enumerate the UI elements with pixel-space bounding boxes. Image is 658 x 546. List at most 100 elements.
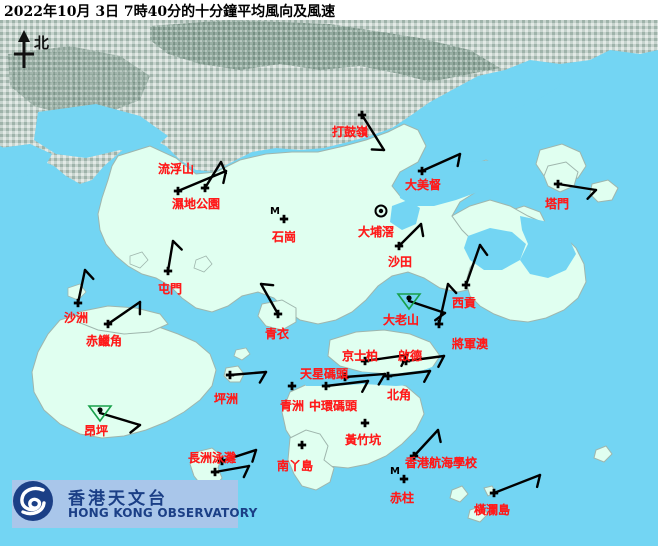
- inner-port-shelter: [464, 228, 526, 270]
- station-label: 中環碼頭: [309, 399, 358, 413]
- wind-map: 北 打鼓嶺 流浮山 濕地公園 M 石崗 大埔滘 沙田 大美督 塔門 西貢 將軍澳 大老山 屯門 沙洲 赤鱲角…: [0, 20, 658, 546]
- station-marker-dot: [103, 319, 113, 329]
- tap-mun-island: [543, 161, 579, 193]
- north-label: 北: [34, 34, 50, 52]
- station-marker-dot: [340, 372, 350, 382]
- station-marker-dot: [489, 488, 499, 498]
- station-label: 赤鱲角: [86, 334, 123, 348]
- station-marker-dot: [360, 418, 370, 428]
- station-label: 黃竹坑: [345, 433, 382, 447]
- tide-cove-water: [390, 200, 420, 230]
- station-marker-dot: [173, 186, 183, 196]
- station-marker-dot: [163, 266, 173, 276]
- station-label: 濕地公園: [172, 197, 221, 211]
- station-marker-dot: [417, 166, 427, 176]
- station-marker-dot: [553, 179, 563, 189]
- map-geography: [0, 20, 658, 546]
- station-marker-dot: [225, 370, 235, 380]
- station-marker-dot: [360, 356, 370, 366]
- station-label: 大埔滘: [358, 225, 395, 239]
- wind-barb: [464, 243, 489, 287]
- station-label: 西貢: [452, 296, 477, 310]
- station-label: 赤柱: [390, 491, 415, 505]
- station-marker-dot: [297, 440, 307, 450]
- station-label: 南丫島: [277, 459, 314, 473]
- mainland-hills-west: [8, 46, 150, 116]
- station-label: 坪洲: [214, 392, 239, 406]
- wind-barb: [404, 354, 446, 369]
- station-marker-dot: [461, 280, 471, 290]
- wind-barb: [228, 370, 268, 384]
- station-label: 香港航海學校: [405, 456, 478, 470]
- station-marker-dot: [357, 110, 367, 120]
- north-arrow-icon: 北: [8, 28, 54, 72]
- north-east-bay: [452, 68, 560, 112]
- mainland-hills: [150, 20, 500, 82]
- hko-logo-english: HONG KONG OBSERVATORY: [68, 506, 258, 520]
- station-label: 青洲: [280, 399, 305, 413]
- station-marker-dot: [217, 456, 227, 466]
- station-marker-dot: [287, 381, 297, 391]
- station-marker-dot: [210, 467, 220, 477]
- wind-barb: [98, 411, 142, 434]
- wind-barb: [213, 464, 251, 479]
- station-marker-dot: [394, 241, 404, 251]
- tolo-harbour-water: [398, 160, 512, 206]
- station-marker-mountain: [87, 405, 113, 423]
- wind-barb: [386, 369, 432, 383]
- wind-barb: [492, 473, 542, 495]
- wind-barb: [412, 428, 442, 458]
- wind-barb: [556, 182, 598, 200]
- outlying-islets: [449, 445, 613, 523]
- station-label: 流浮山: [158, 162, 195, 176]
- mainland-terrain: [0, 20, 658, 184]
- station-marker-layer: [73, 110, 563, 498]
- station-marker-dot: [434, 319, 444, 329]
- west-inlet: [0, 144, 52, 178]
- western-islets: [67, 251, 251, 361]
- station-marker-dot: [279, 214, 289, 224]
- station-label: 大老山: [383, 313, 420, 327]
- wind-barb: [106, 300, 142, 326]
- station-label: 塔門: [545, 197, 570, 211]
- station-marker-bullseye: [374, 204, 388, 218]
- station-label: 啟德: [398, 349, 423, 363]
- wind-barb: [420, 152, 462, 173]
- wind-barb: [203, 160, 228, 190]
- station-label: 打鼓嶺: [332, 125, 369, 139]
- wind-barb-layer: [76, 113, 598, 495]
- station-marker-dot: [321, 381, 331, 391]
- deep-bay-water: [34, 104, 168, 158]
- station-marker-dot: [200, 183, 210, 193]
- hko-logo: 香港天文台 HONG KONG OBSERVATORY: [12, 480, 257, 528]
- station-marker-dot: [401, 356, 411, 366]
- wind-barb: [76, 268, 95, 305]
- hko-swirl-logo-icon: [13, 481, 53, 521]
- page-title: 2022年10月 3日 7時40分的十分鐘平均風向及風速: [4, 4, 336, 20]
- wind-barb: [166, 239, 183, 273]
- automatic-station-m-mark: M: [390, 466, 400, 477]
- wind-barb: [407, 299, 447, 322]
- station-marker-dot: [383, 371, 393, 381]
- wind-barb: [259, 282, 280, 316]
- station-label: 青衣: [265, 327, 290, 341]
- station-marker-dot: [273, 309, 283, 319]
- title-bar: 2022年10月 3日 7時40分的十分鐘平均風向及風速: [0, 0, 658, 20]
- rocky-harbour-water: [520, 216, 576, 278]
- station-label: 將軍澳: [452, 337, 489, 351]
- station-label: 北角: [387, 388, 412, 402]
- station-label: 沙洲: [64, 311, 89, 325]
- station-label: 昂坪: [84, 424, 109, 438]
- station-marker-dot: [409, 451, 419, 461]
- station-label: 橫瀾島: [474, 503, 511, 517]
- station-marker-dot: [399, 474, 409, 484]
- wind-barb: [324, 379, 370, 393]
- station-label: 長洲泳灘: [188, 451, 237, 465]
- station-label: 屯門: [158, 282, 183, 296]
- station-label: 天星碼頭: [300, 367, 349, 381]
- wind-barb: [360, 113, 386, 152]
- chek-lap-kok-airport: [77, 305, 169, 335]
- station-label: 大美督: [405, 178, 442, 192]
- station-label: 石崗: [272, 230, 297, 244]
